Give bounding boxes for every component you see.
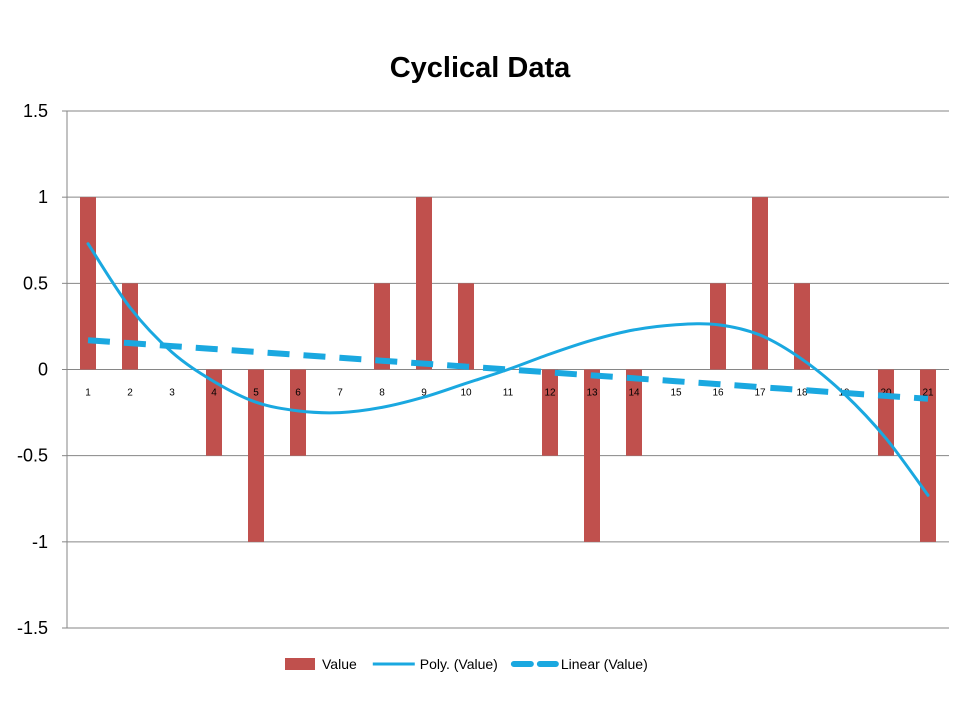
bar <box>752 197 768 370</box>
bar <box>80 197 96 370</box>
x-tick-label: 18 <box>796 388 808 399</box>
bar <box>416 197 432 370</box>
x-tick-label: 11 <box>503 388 514 399</box>
y-tick-label: -1 <box>32 532 48 552</box>
bar <box>122 283 138 370</box>
x-tick-label: 13 <box>586 388 598 399</box>
bar <box>374 283 390 370</box>
bar <box>794 283 810 370</box>
y-tick-label: 0 <box>38 360 48 380</box>
y-tick-label: 1.5 <box>23 101 48 121</box>
legend-label: Linear (Value) <box>561 656 648 672</box>
x-tick-label: 8 <box>379 388 385 399</box>
linear-trendline <box>87 337 929 402</box>
y-tick-label: -1.5 <box>17 618 48 638</box>
x-tick-label: 21 <box>922 388 934 399</box>
x-tick-label: 14 <box>628 388 640 399</box>
polynomial-trendline <box>86 242 930 497</box>
x-tick-label: 10 <box>460 388 472 399</box>
bar <box>710 283 726 370</box>
y-tick-label: 1 <box>38 187 48 207</box>
bar <box>542 369 558 456</box>
chart-title: Cyclical Data <box>390 52 571 84</box>
x-tick-label: 4 <box>211 388 217 399</box>
bar <box>458 283 474 370</box>
bar <box>920 369 936 542</box>
x-tick-label: 3 <box>169 388 175 399</box>
x-tick-label: 15 <box>670 388 682 399</box>
x-tick-label: 16 <box>712 388 724 399</box>
y-tick-label: -0.5 <box>17 446 48 466</box>
x-tick-label: 9 <box>421 388 427 399</box>
x-tick-label: 5 <box>253 388 259 399</box>
bar <box>626 369 642 456</box>
y-tick-labels: 1.5 1 0.5 0 -0.5 -1 -1.5 <box>17 101 48 638</box>
axes <box>62 110 68 629</box>
bar <box>248 369 264 542</box>
bar <box>878 369 894 456</box>
x-tick-label: 12 <box>544 388 556 399</box>
legend: Value Poly. (Value) Linear (Value) <box>285 656 648 672</box>
legend-label: Poly. (Value) <box>420 656 498 672</box>
x-tick-label: 2 <box>127 388 133 399</box>
x-tick-label: 6 <box>295 388 301 399</box>
x-tick-label: 7 <box>337 388 343 399</box>
bar <box>206 369 222 456</box>
legend-swatch-value <box>285 658 315 670</box>
y-tick-label: 0.5 <box>23 273 48 293</box>
x-tick-label: 1 <box>85 388 91 399</box>
trendline-series <box>86 242 930 497</box>
bar-series <box>80 197 936 542</box>
legend-label: Value <box>322 656 357 672</box>
bar <box>584 369 600 542</box>
x-tick-label: 17 <box>754 388 766 399</box>
bar <box>290 369 306 456</box>
